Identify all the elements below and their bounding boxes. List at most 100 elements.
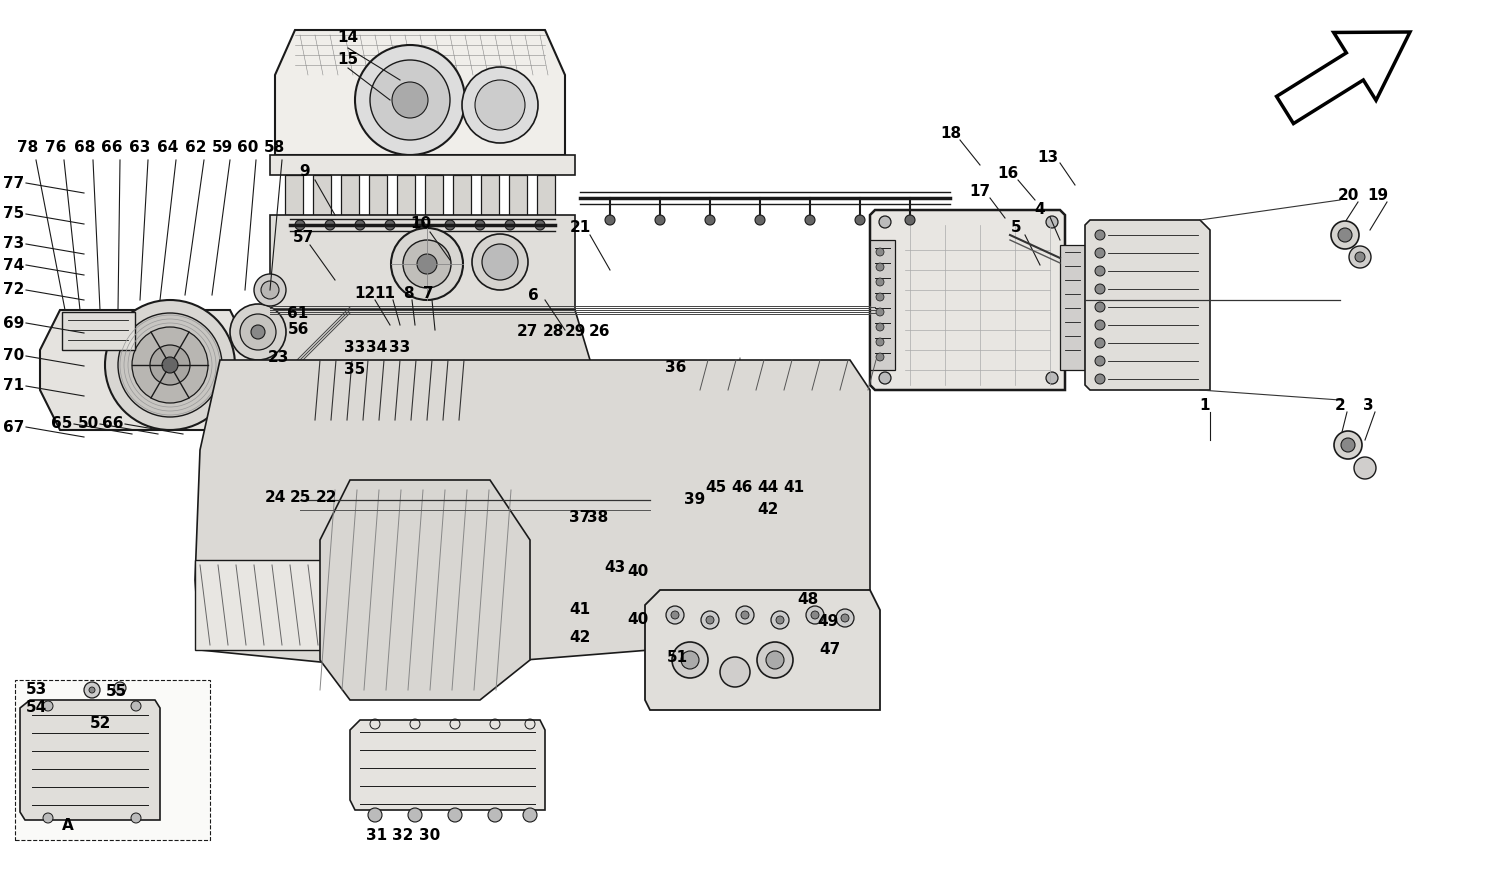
Circle shape bbox=[904, 215, 915, 225]
Circle shape bbox=[88, 687, 94, 693]
Circle shape bbox=[855, 215, 865, 225]
Polygon shape bbox=[195, 560, 345, 650]
Text: 34: 34 bbox=[366, 340, 387, 356]
Circle shape bbox=[876, 278, 884, 286]
Circle shape bbox=[876, 293, 884, 301]
Circle shape bbox=[879, 372, 891, 384]
Text: 40: 40 bbox=[627, 565, 648, 579]
Text: 65: 65 bbox=[51, 416, 72, 431]
Text: 36: 36 bbox=[666, 361, 687, 375]
Polygon shape bbox=[1276, 32, 1410, 124]
Text: 70: 70 bbox=[3, 348, 24, 364]
Text: 33: 33 bbox=[390, 340, 411, 356]
Circle shape bbox=[462, 67, 538, 143]
Text: 11: 11 bbox=[375, 285, 396, 300]
Circle shape bbox=[114, 682, 126, 694]
Text: 62: 62 bbox=[186, 141, 207, 156]
Text: 56: 56 bbox=[288, 323, 309, 338]
Text: 10: 10 bbox=[411, 217, 432, 232]
Circle shape bbox=[132, 327, 209, 403]
Circle shape bbox=[524, 808, 537, 822]
Circle shape bbox=[506, 220, 515, 230]
Circle shape bbox=[370, 60, 450, 140]
Text: 69: 69 bbox=[3, 315, 24, 331]
Circle shape bbox=[326, 220, 334, 230]
Circle shape bbox=[368, 808, 382, 822]
Circle shape bbox=[1330, 221, 1359, 249]
Circle shape bbox=[254, 274, 286, 306]
Circle shape bbox=[879, 216, 891, 228]
Text: 1: 1 bbox=[1200, 397, 1210, 413]
Text: 42: 42 bbox=[758, 503, 778, 518]
Circle shape bbox=[488, 808, 502, 822]
Circle shape bbox=[150, 345, 190, 385]
Circle shape bbox=[251, 325, 266, 339]
Circle shape bbox=[448, 808, 462, 822]
Circle shape bbox=[672, 642, 708, 678]
Polygon shape bbox=[453, 175, 471, 215]
Polygon shape bbox=[274, 30, 566, 155]
Text: 74: 74 bbox=[3, 257, 24, 273]
Circle shape bbox=[356, 45, 465, 155]
Text: 41: 41 bbox=[783, 480, 804, 495]
Polygon shape bbox=[870, 210, 1065, 390]
Circle shape bbox=[836, 609, 854, 627]
Circle shape bbox=[44, 813, 52, 823]
Text: 72: 72 bbox=[3, 282, 24, 298]
Circle shape bbox=[776, 616, 784, 624]
Circle shape bbox=[392, 228, 464, 300]
Circle shape bbox=[1046, 372, 1058, 384]
Circle shape bbox=[1341, 438, 1354, 452]
Circle shape bbox=[1046, 216, 1058, 228]
Text: 39: 39 bbox=[684, 493, 705, 508]
Polygon shape bbox=[369, 175, 387, 215]
Circle shape bbox=[666, 606, 684, 624]
Polygon shape bbox=[62, 312, 135, 350]
Text: 46: 46 bbox=[732, 480, 753, 495]
Circle shape bbox=[1354, 457, 1376, 479]
Polygon shape bbox=[1084, 220, 1210, 390]
Circle shape bbox=[1095, 302, 1106, 312]
Text: 75: 75 bbox=[3, 207, 24, 222]
Text: 31: 31 bbox=[366, 828, 387, 843]
Circle shape bbox=[536, 220, 544, 230]
Text: 43: 43 bbox=[604, 560, 625, 576]
Text: 47: 47 bbox=[819, 642, 840, 658]
Polygon shape bbox=[398, 175, 416, 215]
Circle shape bbox=[876, 338, 884, 346]
Circle shape bbox=[806, 606, 824, 624]
Text: 7: 7 bbox=[423, 285, 433, 300]
Polygon shape bbox=[424, 175, 442, 215]
Circle shape bbox=[806, 215, 814, 225]
Circle shape bbox=[1338, 228, 1352, 242]
Circle shape bbox=[356, 220, 364, 230]
Polygon shape bbox=[20, 700, 160, 820]
Circle shape bbox=[876, 308, 884, 316]
Text: 50: 50 bbox=[78, 416, 99, 431]
Text: 16: 16 bbox=[998, 166, 1018, 181]
Text: 49: 49 bbox=[818, 615, 839, 630]
Text: 59: 59 bbox=[211, 141, 232, 156]
Circle shape bbox=[604, 215, 615, 225]
Circle shape bbox=[476, 220, 484, 230]
Circle shape bbox=[876, 353, 884, 361]
Circle shape bbox=[705, 215, 716, 225]
Text: 38: 38 bbox=[588, 511, 609, 526]
Text: 9: 9 bbox=[300, 165, 310, 179]
Circle shape bbox=[296, 220, 304, 230]
Text: 33: 33 bbox=[345, 340, 366, 356]
Circle shape bbox=[681, 651, 699, 669]
Circle shape bbox=[842, 614, 849, 622]
Circle shape bbox=[386, 220, 394, 230]
Text: 68: 68 bbox=[75, 141, 96, 156]
Polygon shape bbox=[320, 480, 530, 700]
Text: 35: 35 bbox=[345, 363, 366, 378]
Text: 28: 28 bbox=[543, 324, 564, 339]
Text: 77: 77 bbox=[3, 176, 24, 191]
Text: 60: 60 bbox=[237, 141, 258, 156]
Circle shape bbox=[1095, 374, 1106, 384]
Text: 42: 42 bbox=[570, 631, 591, 645]
Circle shape bbox=[1095, 230, 1106, 240]
Circle shape bbox=[736, 606, 754, 624]
Polygon shape bbox=[40, 310, 251, 430]
